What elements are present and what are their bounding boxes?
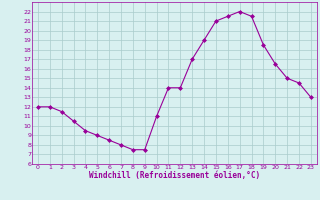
X-axis label: Windchill (Refroidissement éolien,°C): Windchill (Refroidissement éolien,°C) xyxy=(89,171,260,180)
